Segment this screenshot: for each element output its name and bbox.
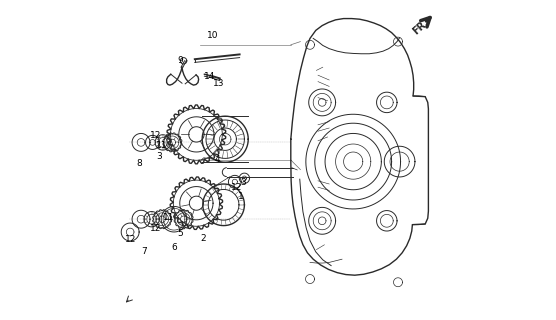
- Text: 13: 13: [213, 79, 225, 88]
- Text: 12: 12: [231, 183, 242, 192]
- Text: 3: 3: [156, 152, 162, 161]
- Text: 5: 5: [177, 229, 183, 238]
- Text: 12: 12: [125, 236, 136, 244]
- Text: 7: 7: [141, 247, 146, 256]
- Text: 9: 9: [177, 56, 183, 65]
- Text: 11: 11: [163, 213, 175, 222]
- Text: 4: 4: [215, 156, 220, 164]
- Text: 12: 12: [150, 132, 161, 140]
- Text: 12: 12: [150, 224, 161, 233]
- Text: FR.: FR.: [411, 17, 431, 36]
- Text: 3: 3: [240, 178, 246, 187]
- Text: 10: 10: [207, 31, 218, 40]
- Text: 6: 6: [171, 244, 177, 252]
- Text: 1: 1: [239, 192, 244, 201]
- Text: 14: 14: [203, 72, 215, 81]
- Text: 11: 11: [156, 141, 168, 150]
- Text: 8: 8: [136, 159, 142, 168]
- Text: 2: 2: [200, 234, 206, 243]
